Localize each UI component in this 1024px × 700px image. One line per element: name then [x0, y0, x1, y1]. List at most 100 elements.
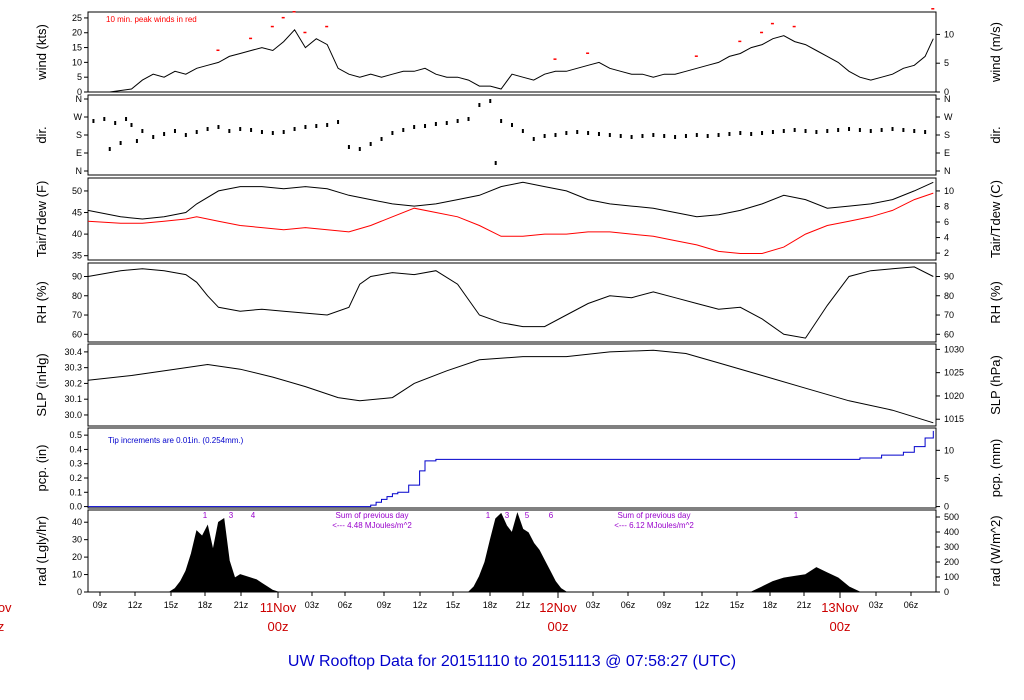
dir-point — [391, 131, 394, 135]
wind-annotation: 10 min. peak winds in red — [106, 15, 197, 24]
wind-ytick-label-right: 0 — [944, 87, 949, 97]
pcp-ytick-label-right: 5 — [944, 473, 949, 483]
dir-point — [771, 130, 774, 134]
daily-sum-line1: Sum of previous day — [336, 511, 409, 520]
dir-point — [619, 134, 622, 138]
temp-series-line — [87, 192, 934, 254]
rh-ytick-label-right: 60 — [944, 329, 954, 339]
dir-point — [543, 134, 546, 138]
peak-wind-mark — [249, 37, 253, 40]
panel-rad: rad (Lgly/hr) rad (W/m^2)0102030400100200… — [34, 509, 1003, 597]
panel-pcp: pcp. (in) pcp. (mm) 0.0 0.1 0.2 0.3 0.4 0.5 0 5 10… — [34, 427, 1003, 512]
dir-point — [260, 130, 263, 134]
peak-wind-mark — [292, 11, 296, 13]
dir-point — [761, 131, 764, 135]
day-label-date: 13Nov — [821, 600, 859, 615]
rad-ytick-label-left: 30 — [72, 535, 82, 545]
dir-point — [103, 117, 106, 121]
hour-marker: 3 — [505, 511, 510, 520]
temp-ytick-label-left: 35 — [72, 251, 82, 261]
dir-point — [630, 135, 633, 139]
dir-point — [271, 131, 274, 135]
dir-point — [108, 147, 111, 151]
x-tick-label: 09z — [93, 600, 108, 610]
peak-wind-mark — [738, 40, 742, 43]
dir-frame — [87, 94, 937, 176]
dir-ytick-label-right: W — [944, 112, 953, 122]
dir-point — [858, 128, 861, 132]
dir-point — [206, 127, 209, 131]
wind-ytick-label-left: 25 — [72, 13, 82, 23]
peak-wind-mark — [303, 31, 307, 34]
dir-point — [424, 124, 427, 128]
dir-point — [782, 129, 785, 133]
rh-ytick-label-left: 60 — [72, 329, 82, 339]
rad-ytick-label-right: 300 — [944, 542, 959, 552]
slp-ytick-label-left: 30.4 — [64, 347, 82, 357]
dir-point — [347, 145, 350, 149]
dir-point — [869, 129, 872, 133]
dir-point — [380, 137, 383, 141]
day-label-date: 12Nov — [539, 600, 577, 615]
rh-ytick-label-right: 80 — [944, 291, 954, 301]
slp-ytick-label-right: 1025 — [944, 368, 964, 378]
wind-ylabel-right: wind (m/s) — [988, 22, 1003, 83]
pcp-ytick-label-left: 0.1 — [69, 487, 82, 497]
x-tick-label: 21z — [797, 600, 812, 610]
dir-point — [804, 129, 807, 133]
temp-ytick-label-right: 4 — [944, 233, 949, 243]
dir-point — [750, 132, 753, 136]
wind-ytick-label-right: 10 — [944, 29, 954, 39]
x-tick-label: 15z — [446, 600, 461, 610]
day-label-time: 00z — [830, 619, 851, 634]
rh-ytick-label-right: 70 — [944, 310, 954, 320]
dir-ytick-label-right: S — [944, 130, 950, 140]
peak-wind-mark — [694, 55, 698, 57]
dir-point — [793, 128, 796, 132]
dir-ytick-label-right: N — [944, 166, 951, 176]
rad-ylabel-left: rad (Lgly/hr) — [34, 516, 49, 586]
dir-point — [293, 127, 296, 131]
temp-ytick-label-left: 40 — [72, 229, 82, 239]
x-tick-label: 06z — [904, 600, 919, 610]
day-label-date: 11Nov — [260, 600, 297, 615]
x-tick-label: 03z — [869, 600, 884, 610]
slp-ytick-label-right: 1015 — [944, 414, 964, 424]
slp-ytick-label-left: 30.1 — [64, 394, 82, 404]
wind-ytick-label-left: 10 — [72, 57, 82, 67]
peak-wind-mark — [270, 25, 274, 28]
panel-wind: wind (kts) wind (m/s) 0 5 10 15 20 25 0 5 10 10 min… — [34, 8, 1003, 97]
wind-ytick-label-left: 0 — [77, 87, 82, 97]
day-label-time-cut: z — [0, 619, 4, 634]
dir-point — [141, 129, 144, 133]
rh-series-line — [87, 266, 934, 339]
slp-ytick-label-right: 1030 — [944, 344, 964, 354]
x-tick-label: 09z — [657, 600, 672, 610]
dir-point — [163, 132, 166, 136]
dir-ylabel-left: dir. — [34, 126, 49, 143]
hour-marker: 3 — [229, 511, 234, 520]
x-tick-label: 15z — [164, 600, 179, 610]
day-label-date-cut: Nov — [0, 600, 12, 615]
dir-point — [663, 134, 666, 138]
dir-point — [326, 123, 329, 127]
wind-ytick-label-left: 15 — [72, 43, 82, 53]
dir-point — [489, 99, 492, 103]
x-tick-label: 18z — [483, 600, 498, 610]
rad-ytick-label-right: 0 — [944, 587, 949, 597]
dir-point — [706, 134, 709, 138]
slp-ylabel-right: SLP (hPa) — [988, 355, 1003, 415]
slp-series-line — [87, 349, 934, 424]
dir-point — [891, 127, 894, 131]
wind-series-line — [88, 28, 934, 93]
pcp-annotation: Tip increments are 0.01in. (0.254mm.) — [108, 436, 244, 445]
peak-wind-mark — [931, 8, 935, 10]
dir-point — [337, 120, 340, 124]
hour-marker: 1 — [203, 511, 208, 520]
temp-ytick-label-left: 50 — [72, 186, 82, 196]
temp-series-line — [87, 181, 934, 220]
rad-ytick-label-left: 20 — [72, 552, 82, 562]
dir-point — [511, 123, 513, 127]
dir-point — [717, 133, 720, 137]
dir-point — [494, 161, 497, 165]
